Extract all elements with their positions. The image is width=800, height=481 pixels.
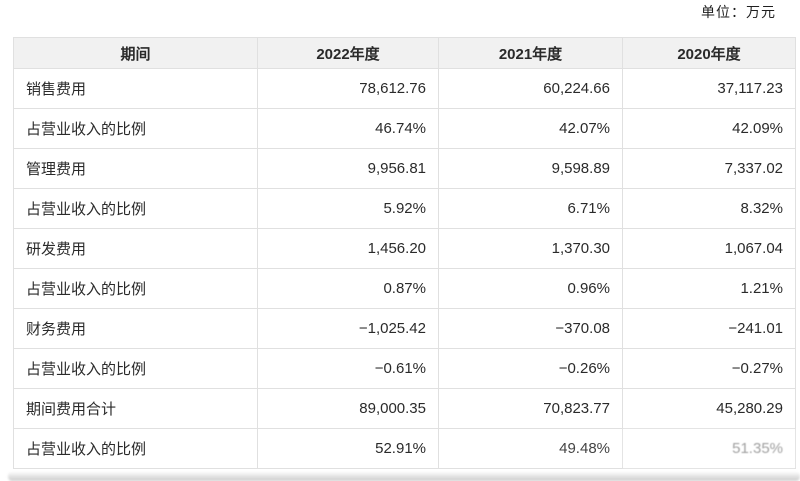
table-row: 期间费用合计 89,000.35 70,823.77 45,280.29 bbox=[13, 388, 796, 429]
row-label-admin-expense: 管理费用 bbox=[13, 148, 258, 189]
cell-value: 70,823.77 bbox=[438, 388, 623, 429]
row-label-revenue-ratio: 占营业收入的比例 bbox=[13, 428, 258, 469]
cell-value: −370.08 bbox=[438, 308, 623, 349]
row-label-revenue-ratio: 占营业收入的比例 bbox=[13, 348, 258, 389]
table-row: 研发费用 1,456.20 1,370.30 1,067.04 bbox=[13, 228, 796, 269]
table-row: 占营业收入的比例 52.91% 49.48% 51.35% bbox=[13, 428, 796, 469]
cell-value: −0.61% bbox=[257, 348, 439, 389]
cell-value: 42.07% bbox=[438, 108, 623, 149]
cell-value: 78,612.76 bbox=[257, 68, 439, 109]
cell-value: 9,956.81 bbox=[257, 148, 439, 189]
bottom-shadow-bar bbox=[8, 472, 800, 481]
cell-value: 45,280.29 bbox=[622, 388, 796, 429]
cell-value: 0.96% bbox=[438, 268, 623, 309]
table-row: 销售费用 78,612.76 60,224.66 37,117.23 bbox=[13, 68, 796, 109]
row-label-revenue-ratio: 占营业收入的比例 bbox=[13, 188, 258, 229]
col-header-2022: 2022年度 bbox=[257, 37, 439, 69]
cell-value: 52.91% bbox=[257, 428, 439, 469]
table-row: 占营业收入的比例 −0.61% −0.26% −0.27% bbox=[13, 348, 796, 389]
cell-value: −0.26% bbox=[438, 348, 623, 389]
cell-value: −241.01 bbox=[622, 308, 796, 349]
table-row: 占营业收入的比例 5.92% 6.71% 8.32% bbox=[13, 188, 796, 229]
row-label-total-period-expense: 期间费用合计 bbox=[13, 388, 258, 429]
cell-value: 46.74% bbox=[257, 108, 439, 149]
header-row: 期间 2022年度 2021年度 2020年度 bbox=[13, 37, 796, 69]
table-header: 期间 2022年度 2021年度 2020年度 bbox=[13, 37, 796, 69]
cell-value: 1.21% bbox=[622, 268, 796, 309]
table-row: 管理费用 9,956.81 9,598.89 7,337.02 bbox=[13, 148, 796, 189]
row-label-sales-expense: 销售费用 bbox=[13, 68, 258, 109]
row-label-finance-expense: 财务费用 bbox=[13, 308, 258, 349]
row-label-rd-expense: 研发费用 bbox=[13, 228, 258, 269]
cell-value: 6.71% bbox=[438, 188, 623, 229]
table-row: 占营业收入的比例 0.87% 0.96% 1.21% bbox=[13, 268, 796, 309]
table-body: 销售费用 78,612.76 60,224.66 37,117.23 占营业收入… bbox=[13, 68, 796, 469]
cell-value: 8.32% bbox=[622, 188, 796, 229]
table-row: 财务费用 −1,025.42 −370.08 −241.01 bbox=[13, 308, 796, 349]
cell-value: 60,224.66 bbox=[438, 68, 623, 109]
cell-value: 37,117.23 bbox=[622, 68, 796, 109]
col-header-2021: 2021年度 bbox=[438, 37, 623, 69]
row-label-revenue-ratio: 占营业收入的比例 bbox=[13, 268, 258, 309]
col-header-2020: 2020年度 bbox=[622, 37, 796, 69]
cell-value: 5.92% bbox=[257, 188, 439, 229]
cell-value-faded: 51.35% bbox=[622, 428, 796, 469]
cell-value: 1,456.20 bbox=[257, 228, 439, 269]
cell-value: 49.48% bbox=[438, 428, 623, 469]
cell-value: −0.27% bbox=[622, 348, 796, 389]
unit-label: 单位：万元 bbox=[701, 4, 776, 20]
table-row: 占营业收入的比例 46.74% 42.07% 42.09% bbox=[13, 108, 796, 149]
cell-value: 9,598.89 bbox=[438, 148, 623, 189]
cell-value: 7,337.02 bbox=[622, 148, 796, 189]
row-label-revenue-ratio: 占营业收入的比例 bbox=[13, 108, 258, 149]
col-header-period: 期间 bbox=[13, 37, 258, 69]
cell-value: 42.09% bbox=[622, 108, 796, 149]
period-expense-table: 期间 2022年度 2021年度 2020年度 销售费用 78,612.76 6… bbox=[13, 37, 796, 469]
cell-value: 1,370.30 bbox=[438, 228, 623, 269]
cell-value: 1,067.04 bbox=[622, 228, 796, 269]
cell-value: 0.87% bbox=[257, 268, 439, 309]
cell-value: 89,000.35 bbox=[257, 388, 439, 429]
cell-value: −1,025.42 bbox=[257, 308, 439, 349]
